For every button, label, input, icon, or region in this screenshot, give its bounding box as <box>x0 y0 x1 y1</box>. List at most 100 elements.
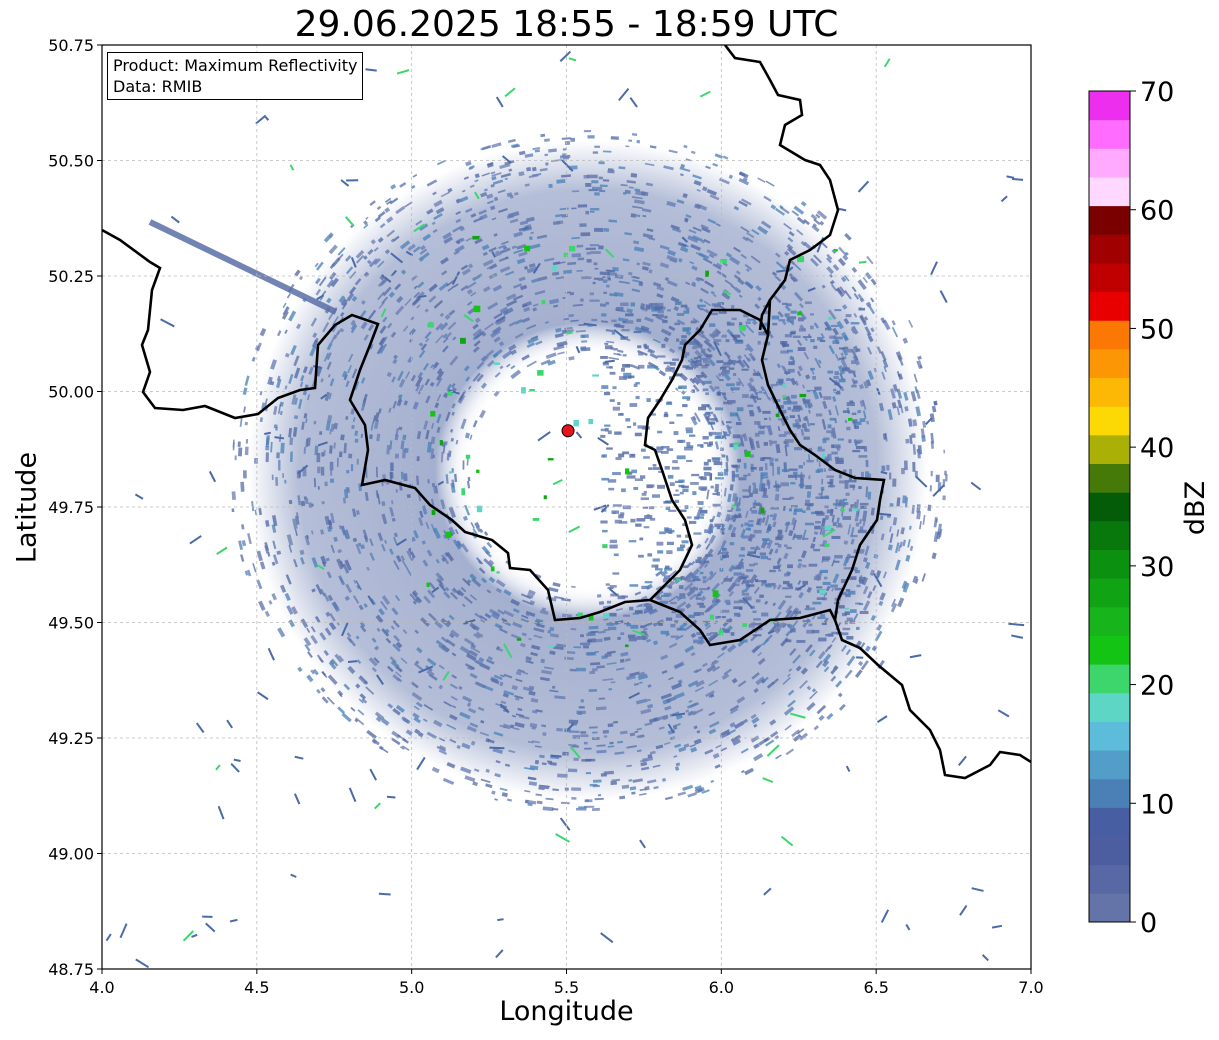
echo-cell <box>334 653 343 663</box>
echo-cell <box>294 269 301 277</box>
echo-cell <box>819 220 825 226</box>
echo-cell <box>622 258 630 262</box>
echo-cell <box>656 285 665 292</box>
echo-cell <box>787 673 791 678</box>
echo-cell <box>897 597 905 608</box>
echo-cell <box>535 709 543 713</box>
colorbar-block <box>1089 291 1130 321</box>
echo-cell <box>367 248 374 256</box>
echo-cell <box>504 763 511 767</box>
echo-cell <box>400 555 406 562</box>
echo-cell <box>606 340 615 344</box>
echo-cell <box>841 644 847 652</box>
echo-cell <box>521 354 530 361</box>
echo-cell <box>562 329 574 334</box>
echo-cell <box>675 634 684 641</box>
echo-cell <box>751 716 760 724</box>
echo-cell <box>521 317 531 324</box>
echo-cell <box>442 345 449 353</box>
echo-cell <box>775 754 782 760</box>
echo-cell <box>865 486 869 498</box>
echo-cell <box>750 735 760 743</box>
colorbar-tick-label: 30 <box>1140 552 1174 583</box>
echo-cell <box>796 339 803 347</box>
echo-cell <box>295 515 300 525</box>
echo-cell <box>735 270 741 275</box>
echo-cell <box>621 784 630 789</box>
echo-cell <box>346 469 350 474</box>
echo-cell <box>796 229 804 236</box>
echo-cell <box>270 359 277 370</box>
echo-cell <box>729 722 736 728</box>
echo-cell <box>363 271 370 278</box>
echo-cell <box>673 755 678 758</box>
echo-cell <box>508 321 516 327</box>
echo-cell <box>610 681 616 684</box>
echo-cell <box>264 398 268 408</box>
echo-cell <box>901 467 905 475</box>
echo-cell <box>931 405 937 413</box>
echo-cell <box>655 570 664 577</box>
echo-cell <box>315 261 324 271</box>
echo-cell <box>589 244 600 247</box>
echo-cell <box>404 297 413 306</box>
echo-cell <box>491 790 496 795</box>
echo-cell <box>822 659 830 668</box>
echo-cell <box>349 270 357 280</box>
echo-cell <box>379 275 385 281</box>
echo-cell <box>291 606 298 615</box>
echo-cell <box>753 753 764 762</box>
echo-cell <box>509 218 519 224</box>
echo-cell <box>502 307 514 316</box>
echo-cell <box>407 243 416 252</box>
echo-cell <box>540 676 550 682</box>
echo-cell <box>723 668 732 676</box>
echo-cell <box>288 310 297 322</box>
echo-cell <box>303 447 306 454</box>
echo-cell <box>486 589 492 594</box>
echo-cell <box>731 677 738 684</box>
echo-cell <box>626 745 637 749</box>
echo-cell <box>607 723 614 728</box>
colorbar-ticks: 0 10 20 30 40 50 60 70 <box>1130 77 1174 939</box>
echo-cell <box>329 445 333 454</box>
echo-cell <box>431 482 436 488</box>
echo-cell <box>290 451 293 463</box>
echo-cell <box>864 645 871 652</box>
echo-cell <box>477 706 485 712</box>
echo-cell <box>320 378 324 383</box>
colorbar-block <box>1089 864 1130 894</box>
echo-cell <box>386 229 395 238</box>
echo-cell <box>544 153 549 157</box>
echo-cell <box>784 609 793 620</box>
echo-cell <box>568 356 575 361</box>
echo-cell <box>323 352 329 362</box>
echo-cell <box>311 557 319 568</box>
echo-cell <box>693 738 702 745</box>
echo-cell <box>499 681 504 687</box>
echo-cell <box>501 792 508 798</box>
echo-cell <box>549 633 559 638</box>
echo-cell <box>859 518 863 525</box>
echo-cell <box>265 519 270 527</box>
echo-cell <box>740 226 750 233</box>
echo-cell <box>343 442 347 454</box>
echo-cell <box>462 603 466 608</box>
echo-cell <box>243 406 246 413</box>
colorbar-block <box>1089 520 1130 550</box>
echo-cell <box>267 376 273 385</box>
echo-cell <box>708 570 714 576</box>
echo-cell <box>371 637 377 643</box>
echo-cell <box>892 517 898 526</box>
echo-cell <box>670 224 680 231</box>
echo-cell <box>690 416 698 426</box>
echo-cell <box>410 316 415 321</box>
echo-cell <box>813 254 822 264</box>
echo-cell <box>585 758 596 762</box>
echo-cell <box>728 174 734 179</box>
echo-cell <box>608 356 620 361</box>
echo-cell <box>516 258 526 265</box>
echo-cell <box>503 690 515 696</box>
echo-cell <box>479 731 490 737</box>
